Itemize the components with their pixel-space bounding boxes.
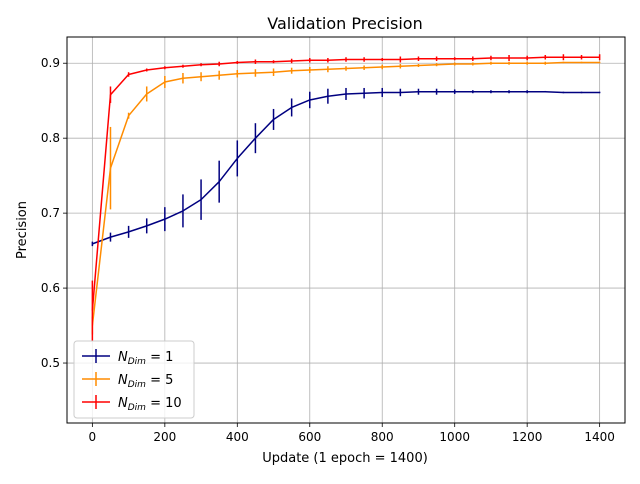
- x-tick-label: 400: [226, 430, 249, 444]
- chart-title: Validation Precision: [267, 14, 422, 33]
- legend-label: NDim = 1: [118, 350, 173, 367]
- x-tick-label: 600: [298, 430, 321, 444]
- x-tick-label: 1200: [512, 430, 543, 444]
- legend-box: [73, 340, 195, 419]
- x-tick-label: 800: [371, 430, 394, 444]
- y-tick-label: 0.7: [41, 206, 60, 220]
- x-axis-label: Update (1 epoch = 1400): [262, 451, 428, 466]
- legend-label: NDim = 5: [118, 373, 173, 390]
- y-tick-label: 0.9: [41, 56, 60, 70]
- series-group: [91, 87, 601, 247]
- y-tick-label: 0.8: [41, 131, 60, 145]
- legend-label: NDim = 10: [118, 396, 182, 413]
- legend: NDim = 1 NDim = 5 NDim = 10: [73, 340, 195, 419]
- series-group: [91, 54, 601, 341]
- series-layer: [91, 54, 601, 341]
- x-tick-label: 200: [153, 430, 176, 444]
- x-tick-label: 1000: [439, 430, 470, 444]
- x-tick-label: 0: [89, 430, 97, 444]
- y-tick-label: 0.5: [41, 356, 60, 370]
- y-axis-label: Precision: [15, 201, 30, 259]
- x-tick-label: 1400: [584, 430, 615, 444]
- plot-frame: [66, 36, 626, 424]
- axis-ticks: 0 200 400 600 800 1000 1200 1400 0.5 0.6 0.7 0.8 0.9: [41, 56, 615, 444]
- y-tick-label: 0.6: [41, 281, 60, 295]
